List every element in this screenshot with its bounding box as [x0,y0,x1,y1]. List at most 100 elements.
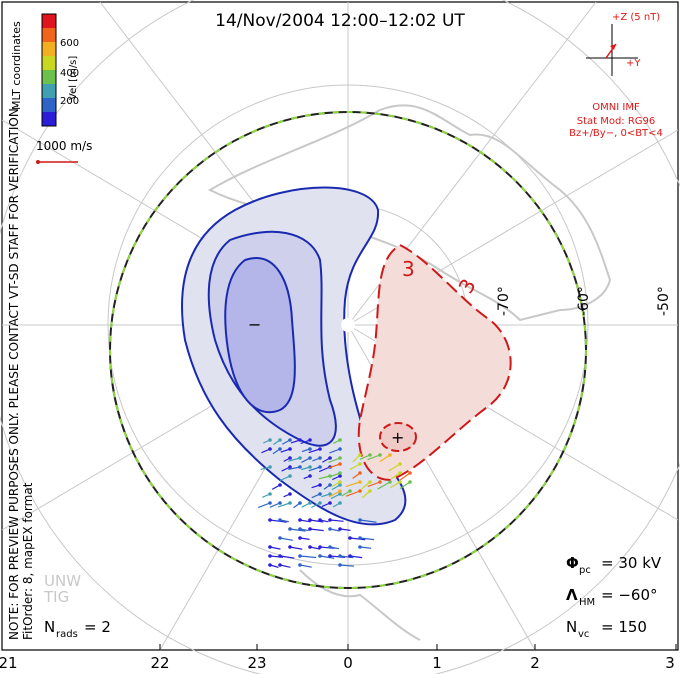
hm-boundary-dash [109,111,587,589]
imf-model-line2: Bz+/By−, 0<BT<4 [569,128,663,139]
velocity-vector-origin [338,462,342,466]
imf-y-label: +Y [626,58,641,69]
svg-text:N: N [44,618,55,636]
velocity-vector-origin [298,456,302,460]
velocity-vector-origin [308,474,312,478]
velocity-vector-origin [328,492,332,496]
mlt-tick-3: 3 [665,654,675,672]
velocity-vector-origin [268,563,272,567]
svg-text:HM: HM [579,597,595,608]
watermark-line1: UNW [44,572,81,590]
velocity-vector-origin [338,483,342,487]
velocity-vector [318,475,331,480]
velocity-vector-origin [358,536,362,540]
velocity-vector-origin [268,438,272,442]
velocity-vector [349,537,366,541]
velocity-vector [289,528,306,532]
velocity-vector [377,481,391,490]
velocity-vector-origin [298,465,302,469]
velocity-vector [328,457,341,464]
velocity-vector-origin [298,527,302,531]
lat-label-50: -50° [656,286,672,316]
colorbar-tick-200: 200 [60,96,79,107]
svg-text:rads: rads [56,629,78,640]
stat-n-vc: N vc = 150 [566,618,647,640]
velocity-vector-origin [338,456,342,460]
velocity-vector-origin [278,447,282,451]
velocity-vector [399,481,411,490]
svg-text:= 150: = 150 [601,618,647,636]
velocity-vector-origin [328,527,332,531]
velocity-vector-origin [338,471,342,475]
velocity-vector-origin [398,480,402,484]
velocity-vector-origin [348,489,352,493]
velocity-vector-origin [308,447,312,451]
velocity-vector-origin [338,563,342,567]
mlt-tick-1: 1 [432,654,442,672]
velocity-vector-origin [308,465,312,469]
velocity-vector [329,448,341,454]
mlt-tick-22: 22 [150,654,169,672]
velocity-vector-origin [308,501,312,505]
colorbar-segment [42,112,56,127]
velocity-vector-origin [368,489,372,493]
velocity-vector-origin [348,536,352,540]
fit-order: FitOrder: 8, mapEX format [21,482,35,640]
watermark-line2: TIG [43,588,69,606]
velocity-vector [328,463,341,469]
velocity-vector-origin [368,480,372,484]
velocity-vector-origin [388,480,392,484]
svg-text:= 2: = 2 [84,618,111,636]
lat-label-60: -60° [576,286,592,316]
velocity-vector [367,481,381,488]
velocity-vector [319,546,335,549]
velocity-vector [289,546,303,550]
mlt-tick-21: 21 [0,654,18,672]
velocity-vector-origin [288,474,292,478]
colorbar-label: Vel [m/s] [68,56,79,100]
colorbar-segment [42,42,56,57]
svg-text:pc: pc [579,565,591,576]
velocity-vector [328,490,341,498]
velocity-vector [269,519,287,523]
lat-label-70: -70° [496,286,512,316]
imf-source: OMNI IMF [592,102,640,113]
velocity-vector [361,481,371,490]
velocity-vector [288,466,301,471]
velocity-vector-origin [358,471,362,475]
velocity-vector [349,555,363,559]
velocity-vector [345,490,361,497]
velocity-vector-origin [328,554,332,558]
velocity-vector-origin [308,527,312,531]
velocity-vector-origin [318,518,322,522]
velocity-vector-origin [298,438,302,442]
velocity-vector-origin [378,480,382,484]
scale-vector-dot [36,160,40,164]
velocity-vector [379,454,391,463]
pole-marker [341,318,355,332]
velocity-vector [309,528,324,532]
velocity-vector-origin [268,492,272,496]
velocity-vector-origin [338,474,342,478]
colorbar-segment [42,28,56,43]
svg-text:vc: vc [578,629,589,640]
colorbar-segment [42,98,56,113]
velocity-vector [308,466,321,472]
velocity-vector [269,502,281,508]
velocity-vector-origin [298,518,302,522]
velocity-vector [309,519,324,523]
velocity-vector [308,448,321,454]
colorbar-tick-400: 400 [60,68,79,79]
coastline-south [299,569,421,641]
imf-vector-arrow [610,44,616,50]
velocity-vector-origin [288,492,292,496]
velocity-vector [388,463,401,472]
velocity-vector-origin [338,489,342,493]
velocity-vector-origin [358,480,362,484]
velocity-vector-origin [308,438,312,442]
velocity-vector [277,502,291,508]
velocity-vector-origin [378,453,382,457]
velocity-vector [359,537,375,541]
velocity-vector [367,454,381,461]
